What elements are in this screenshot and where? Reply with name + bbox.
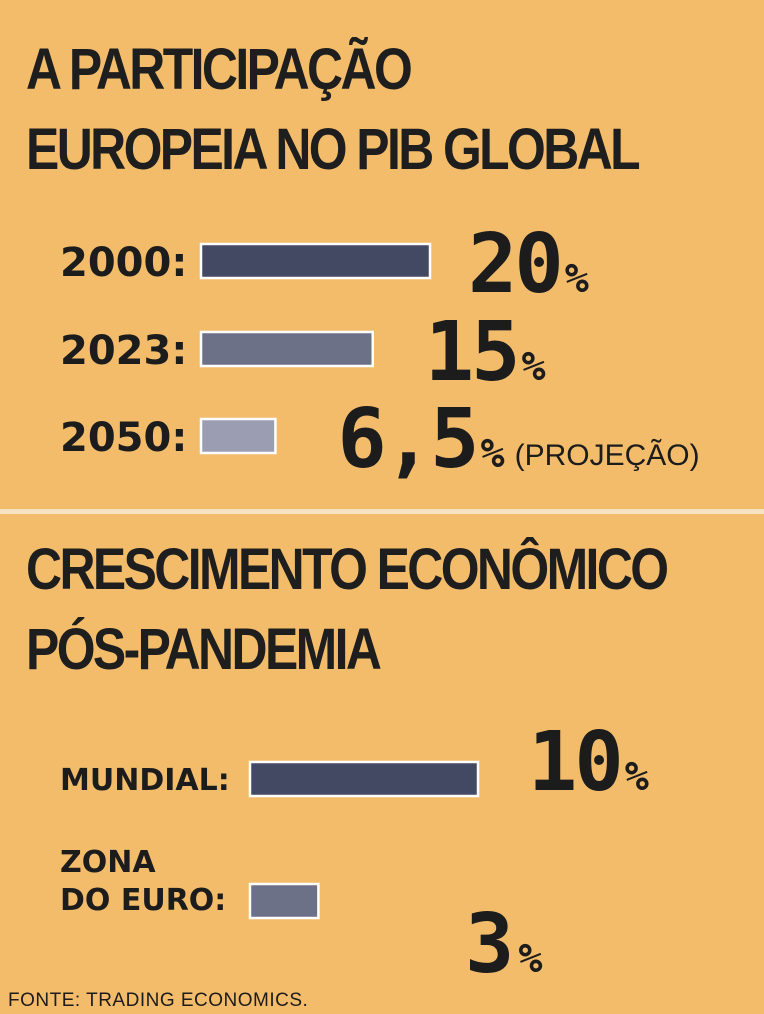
title-line: A PARTICIPAÇÃO [26, 37, 413, 102]
value-label: 20 [468, 217, 561, 312]
unit-label: % [565, 256, 589, 302]
category-label: 2050: [60, 415, 187, 461]
bar [248, 882, 320, 920]
category-label: ZONA [60, 845, 156, 880]
unit-label: % [518, 936, 542, 982]
title-line: CRESCIMENTO ECONÔMICO [26, 537, 669, 602]
bar-chart-participacao: 2000: 20 % 2023: 15 % 2050: 6,5% (PROJEÇÃO) [60, 217, 700, 487]
title-line: PÓS-PANDEMIA [26, 617, 382, 682]
chart-title-participacao: A PARTICIPAÇÃO EUROPEIA NO PIB GLOBAL [26, 30, 641, 190]
annotation-label: (PROJEÇÃO) [515, 438, 700, 472]
bar [199, 417, 277, 455]
title-line: EUROPEIA NO PIB GLOBAL [26, 117, 641, 182]
value-label: 6,5 [337, 392, 476, 487]
unit-label: % [522, 344, 546, 390]
chart-title-crescimento: CRESCIMENTO ECONÔMICO PÓS-PANDEMIA [26, 530, 669, 690]
unit-label: % [625, 754, 649, 800]
category-label: DO EURO: [60, 883, 226, 918]
bar [199, 330, 374, 368]
section-divider [0, 509, 764, 514]
unit-label: % [481, 431, 505, 477]
value-label: 3 [465, 897, 514, 992]
bar [248, 760, 480, 798]
category-label: MUNDIAL: [60, 763, 230, 798]
category-label: 2000: [60, 240, 187, 286]
source-note: FONTE: TRADING ECONOMICS. [8, 990, 309, 1011]
value-label: 15 [425, 305, 518, 400]
bar [199, 242, 432, 280]
value-label: 10 [528, 715, 621, 810]
category-label: 2023: [60, 328, 187, 374]
